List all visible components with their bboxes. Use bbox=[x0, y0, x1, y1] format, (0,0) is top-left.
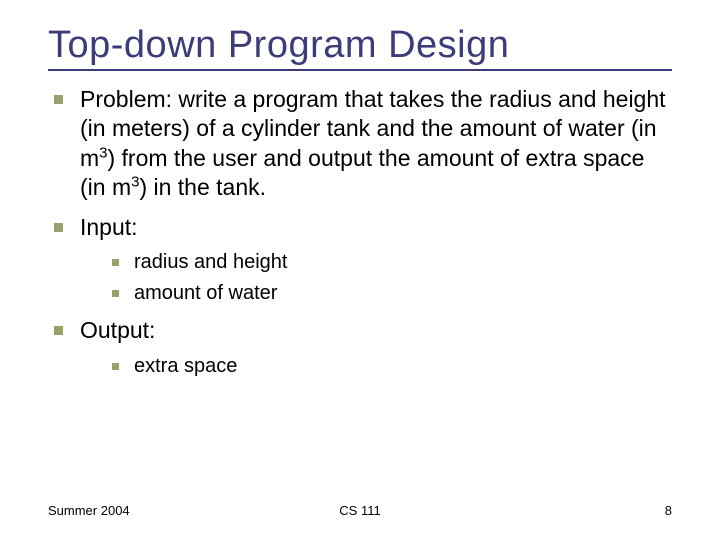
bullet-input: Input: radius and height amount of water bbox=[48, 213, 672, 307]
bullet-problem: Problem: write a program that takes the … bbox=[48, 85, 672, 203]
bullet-output-label: Output: bbox=[80, 317, 155, 343]
bullet-output: Output: extra space bbox=[48, 316, 672, 379]
bullet-input-label: Input: bbox=[80, 214, 138, 240]
slide: Top-down Program Design Problem: write a… bbox=[0, 0, 720, 540]
slide-body: Problem: write a program that takes the … bbox=[48, 85, 672, 379]
sub-item: amount of water bbox=[108, 281, 672, 307]
sub-item: radius and height bbox=[108, 250, 672, 276]
output-sublist: extra space bbox=[80, 354, 672, 380]
sub-item: extra space bbox=[108, 354, 672, 380]
footer-center: CS 111 bbox=[339, 503, 380, 518]
bullet-list: Problem: write a program that takes the … bbox=[48, 85, 672, 379]
footer-left: Summer 2004 bbox=[48, 503, 130, 518]
slide-title: Top-down Program Design bbox=[48, 24, 672, 67]
input-sublist: radius and height amount of water bbox=[80, 250, 672, 306]
title-rule bbox=[48, 69, 672, 71]
footer-right: 8 bbox=[665, 503, 672, 518]
footer: Summer 2004 CS 111 8 bbox=[48, 503, 672, 518]
